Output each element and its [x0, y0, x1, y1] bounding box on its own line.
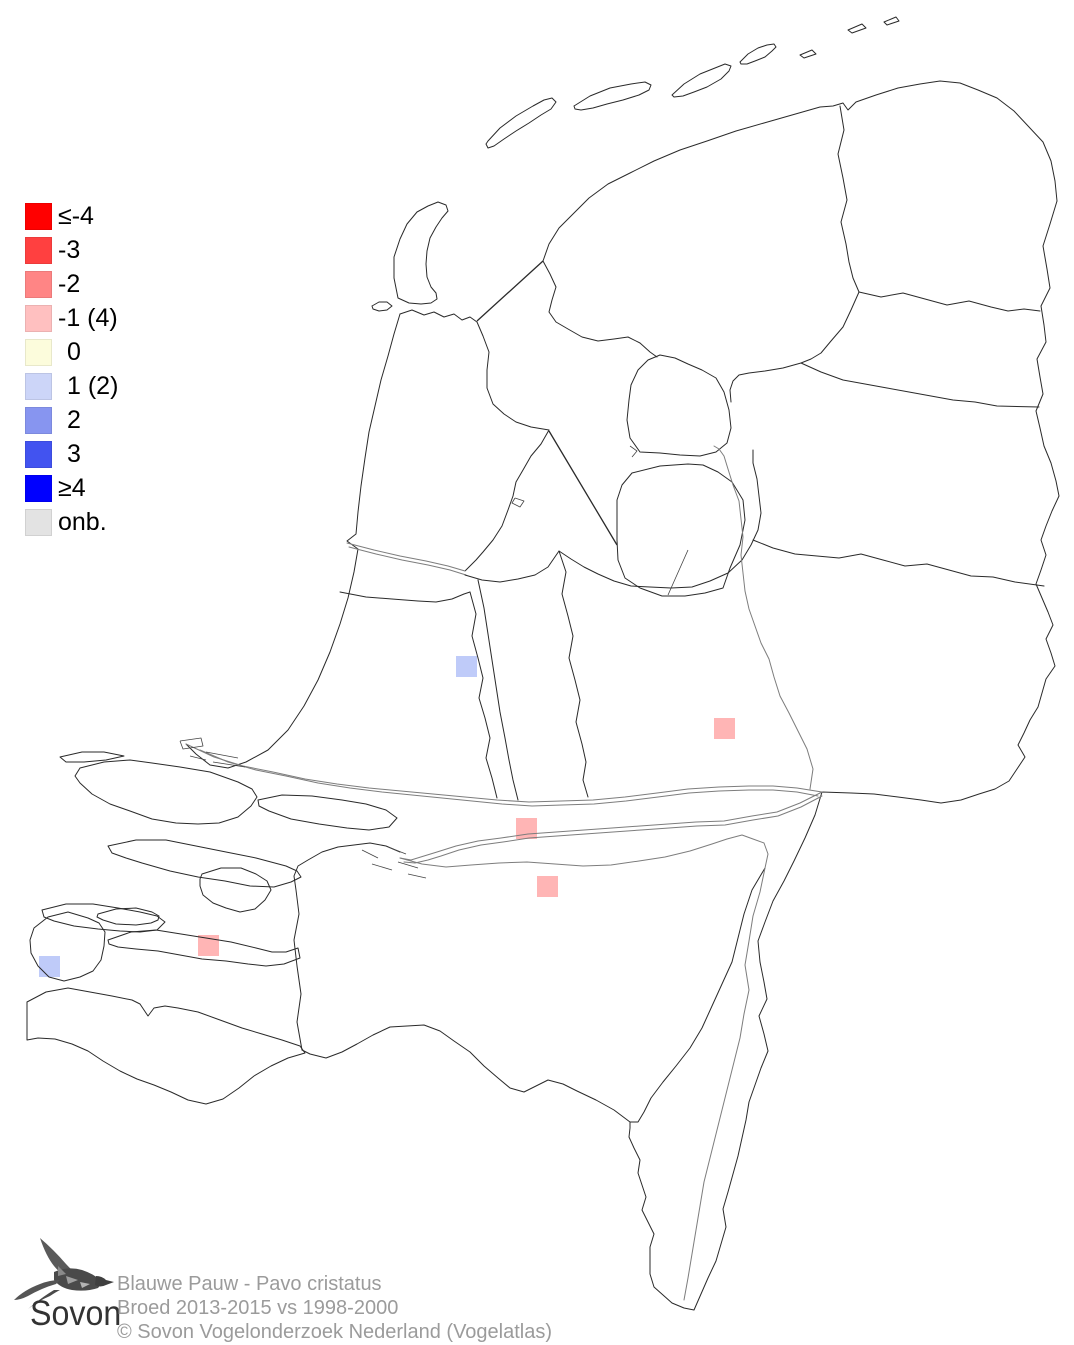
legend-swatch [25, 305, 52, 332]
legend-swatch [25, 373, 52, 400]
grid-cell-marker [537, 876, 558, 897]
legend-item: 1 (2) [25, 373, 118, 400]
legend-label: 3 [67, 440, 81, 468]
legend-swatch [25, 339, 52, 366]
legend-item: 3 [25, 441, 118, 468]
legend-item: 0 [25, 339, 118, 366]
legend-swatch [25, 203, 52, 230]
legend-item: onb. [25, 509, 118, 536]
grid-cell-marker [456, 656, 477, 677]
legend-item: -1 (4) [25, 305, 118, 332]
legend-item: ≥4 [25, 475, 118, 502]
legend-label: onb. [58, 508, 107, 536]
legend-label: 2 [67, 406, 81, 434]
grid-cell-marker [39, 956, 60, 977]
legend-label: 1 (2) [67, 372, 119, 400]
legend-item: -2 [25, 271, 118, 298]
legend-item: -3 [25, 237, 118, 264]
legend-label: ≥4 [58, 474, 86, 502]
legend-item: ≤-4 [25, 203, 118, 230]
legend: ≤-4 -3 -2 -1 (4) 0 1 (2) 2 3 ≥4 onb. [25, 203, 118, 543]
legend-swatch [25, 237, 52, 264]
legend-label: -3 [58, 236, 81, 264]
legend-label: ≤-4 [58, 202, 94, 230]
species-title: Blauwe Pauw - Pavo cristatus [117, 1273, 382, 1295]
grid-cell-marker [198, 935, 219, 956]
map-credits: Blauwe Pauw - Pavo cristatus Broed 2013-… [117, 1272, 552, 1344]
legend-swatch [25, 407, 52, 434]
period-label: Broed 2013-2015 vs 1998-2000 [117, 1297, 399, 1319]
sovon-logo: Sovon [10, 1232, 140, 1340]
grid-cell-marker [516, 818, 537, 839]
swallow-icon [14, 1238, 114, 1309]
legend-swatch [25, 441, 52, 468]
legend-label: -2 [58, 270, 81, 298]
legend-swatch [25, 509, 52, 536]
copyright-label: © Sovon Vogelonderzoek Nederland (Vogela… [117, 1321, 553, 1343]
legend-swatch [25, 271, 52, 298]
legend-label: 0 [67, 338, 81, 366]
grid-cell-marker [714, 718, 735, 739]
sovon-logo-text: Sovon [30, 1294, 122, 1333]
legend-label: -1 (4) [58, 304, 118, 332]
legend-swatch [25, 475, 52, 502]
legend-item: 2 [25, 407, 118, 434]
